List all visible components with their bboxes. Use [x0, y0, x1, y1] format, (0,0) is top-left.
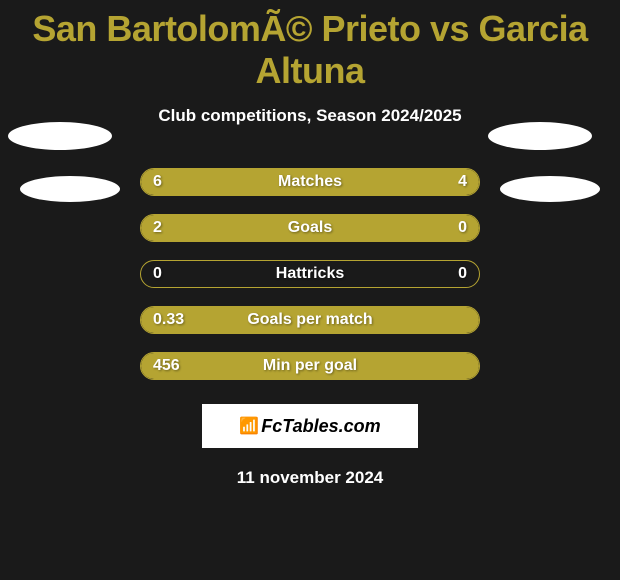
stat-value-right: 0	[458, 219, 467, 237]
stat-value-right: 4	[458, 173, 467, 191]
stat-label: Min per goal	[263, 357, 357, 375]
fill-left	[141, 215, 405, 241]
stat-value-left: 0.33	[153, 311, 184, 329]
stat-label: Goals	[288, 219, 332, 237]
player-oval	[500, 176, 600, 202]
page-title: San BartolomÃ© Prieto vs Garcia Altuna	[0, 0, 620, 92]
stat-label: Hattricks	[276, 265, 344, 283]
stat-label: Goals per match	[247, 311, 372, 329]
stat-bar: 0 Hattricks 0	[140, 260, 480, 288]
stat-row: 0 Hattricks 0	[0, 260, 620, 288]
stat-row: 2 Goals 0	[0, 214, 620, 242]
stat-bar: 2 Goals 0	[140, 214, 480, 242]
logo-box: 📶 FcTables.com	[202, 404, 418, 448]
stat-label: Matches	[278, 173, 342, 191]
stat-value-left: 456	[153, 357, 180, 375]
player-oval	[488, 122, 592, 150]
stat-row: 0.33 Goals per match	[0, 306, 620, 334]
stat-bar: 6 Matches 4	[140, 168, 480, 196]
logo-text: FcTables.com	[261, 416, 380, 437]
stat-value-left: 0	[153, 265, 162, 283]
bars-icon: 📶	[239, 416, 259, 436]
stat-bar: 0.33 Goals per match	[140, 306, 480, 334]
stat-bar: 456 Min per goal	[140, 352, 480, 380]
fill-right	[405, 215, 479, 241]
stat-value-right: 0	[458, 265, 467, 283]
stat-value-left: 6	[153, 173, 162, 191]
player-oval	[8, 122, 112, 150]
stat-row: 456 Min per goal	[0, 352, 620, 380]
stat-value-left: 2	[153, 219, 162, 237]
player-oval	[20, 176, 120, 202]
date-text: 11 november 2024	[0, 468, 620, 488]
